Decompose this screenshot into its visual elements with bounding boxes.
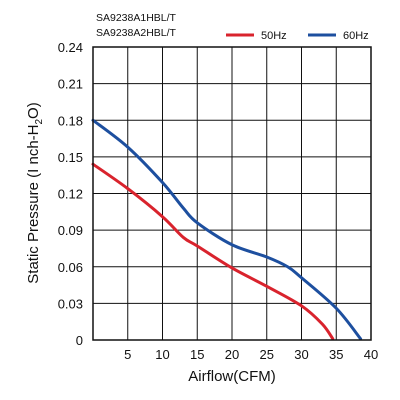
y-axis-title-tail: O — [25, 107, 42, 119]
y-tick-labels: 0 0.03 0.06 0.09 0.12 0.15 0.18 0.21 0.24 — [58, 40, 83, 348]
y-tick-label: 0.15 — [58, 150, 83, 165]
model-labels: SA9238A1HBL/T SA9238A2HBL/T — [96, 12, 177, 39]
x-tick-label: 30 — [294, 347, 308, 362]
legend-label-60hz: 60Hz — [343, 30, 369, 42]
legend-label-50hz: 50Hz — [261, 30, 287, 42]
y-tick-label: 0.18 — [58, 113, 83, 128]
y-tick-label: 0.09 — [58, 223, 83, 238]
series-line-60hz — [91, 118, 363, 341]
y-axis-title-open: ( — [25, 173, 42, 182]
y-axis-title-main: Static Pressure — [25, 182, 42, 284]
x-tick-label: 35 — [329, 347, 343, 362]
series-line-50hz — [91, 162, 335, 341]
y-tick-label: 0.24 — [58, 40, 83, 55]
y-axis-title: Static Pressure (I nch-H2O) — [25, 102, 45, 283]
y-tick-label: 0.21 — [58, 77, 83, 92]
y-axis-title-close: ) — [25, 102, 42, 107]
model-label-1: SA9238A1HBL/T — [96, 12, 177, 24]
x-tick-label: 20 — [225, 347, 239, 362]
y-tick-label: 0.03 — [58, 296, 83, 311]
x-tick-label: 5 — [124, 347, 131, 362]
x-axis-title: Airflow(CFM) — [188, 368, 276, 385]
y-axis-title-sub: 2 — [34, 118, 45, 124]
y-tick-label: 0.06 — [58, 260, 83, 275]
x-tick-label: 40 — [364, 347, 378, 362]
x-tick-label: 25 — [260, 347, 274, 362]
y-tick-label: 0 — [76, 333, 83, 348]
plot-frame — [92, 46, 372, 341]
model-label-2: SA9238A2HBL/T — [96, 27, 177, 39]
legend: 50Hz 60Hz — [226, 30, 369, 42]
y-axis-title-unit: I nch-H — [25, 124, 42, 172]
y-tick-label: 0.12 — [58, 187, 83, 202]
x-tick-label: 15 — [190, 347, 204, 362]
series-lines — [91, 118, 363, 341]
grid — [93, 47, 371, 340]
x-tick-labels: 5 10 15 20 25 30 35 40 — [124, 347, 378, 362]
x-tick-label: 10 — [155, 347, 169, 362]
